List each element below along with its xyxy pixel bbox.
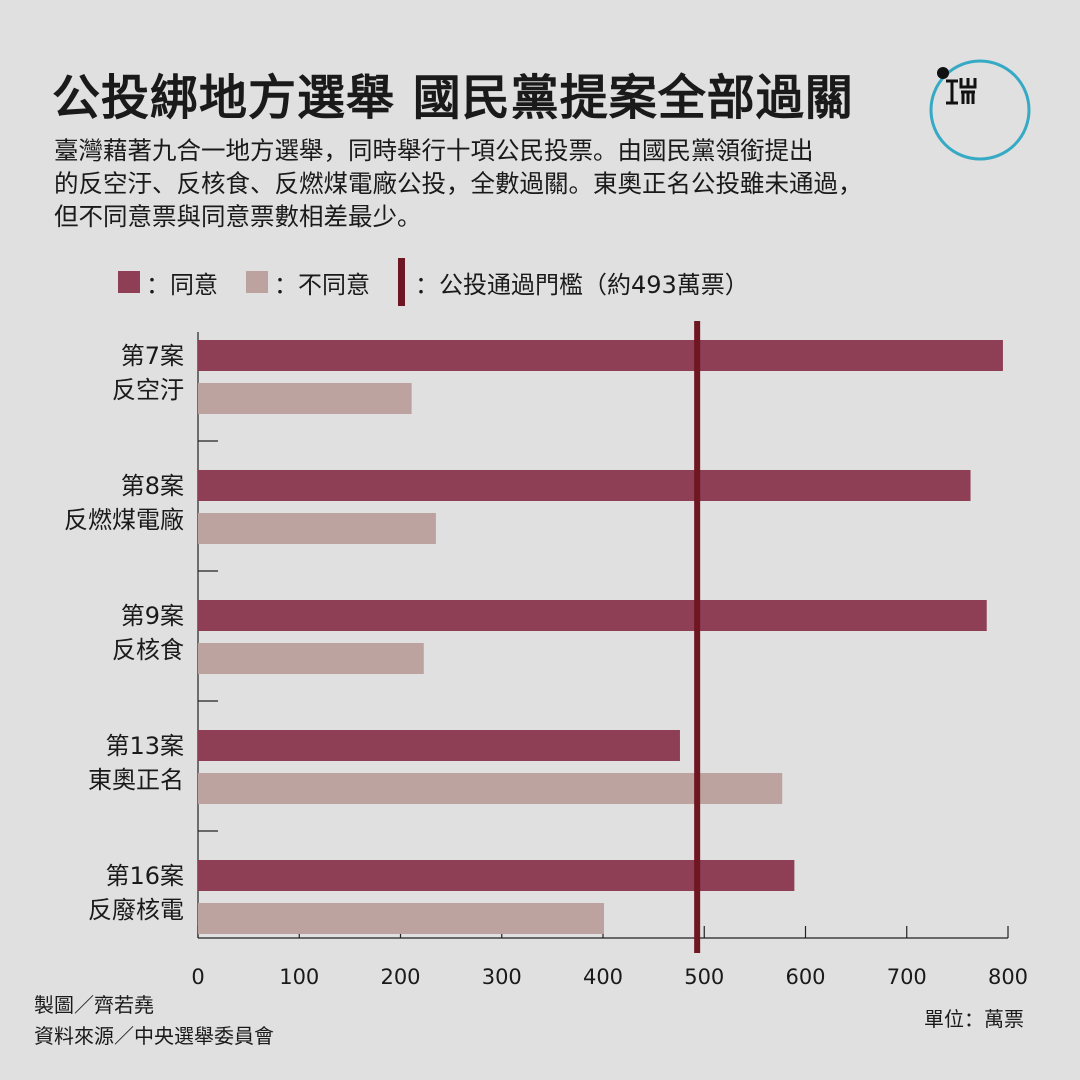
category-label-number: 第9案 [121,602,184,630]
category-label-name: 反空汙 [112,376,184,404]
bar-agree [198,470,971,501]
bar-disagree [198,903,605,934]
unit-label: 單位：萬票 [924,1007,1024,1031]
intro-text: 臺灣藉著九合一地方選舉，同時舉行十項公民投票。由國民黨領銜提出 的反空汙、反核食… [54,134,924,233]
ii-logo-icon [929,59,1031,161]
bar-disagree [198,383,412,414]
legend-threshold-swatch [398,258,405,306]
legend-disagree-swatch [246,271,268,293]
x-tick-label: 700 [887,965,927,989]
chart-title: 公投綁地方選舉 國民黨提案全部過關 [52,70,854,126]
bar-agree [198,600,987,631]
category-label-number: 第8案 [121,472,184,500]
intro-line-2: 的反空汙、反核食、反燃煤電廠公投，全數過關。東奧正名公投雖未通過， [54,169,863,198]
legend-agree-swatch [118,271,140,293]
bar-disagree [198,513,436,544]
bar-agree [198,860,795,891]
x-tick-label: 300 [482,965,522,989]
intro-line-3: 但不同意票與同意票數相差最少。 [54,202,422,231]
bar-agree [198,340,1003,371]
credit-designer: 製圖／齊若堯 [34,993,154,1017]
credits: 製圖／齊若堯 資料來源／中央選舉委員會 [34,990,274,1052]
category-label-number: 第16案 [105,862,184,890]
x-tick-label: 0 [191,965,204,989]
legend: ：同意 ：不同意 ：公投通過門檻（約493萬票） [118,258,777,306]
legend-agree-label: ：同意 [146,270,218,299]
x-tick-label: 200 [380,965,420,989]
x-tick-label: 800 [988,965,1028,989]
credit-source: 資料來源／中央選舉委員會 [34,1024,274,1048]
bar-disagree [198,773,783,804]
category-label-name: 反核食 [112,636,184,664]
legend-threshold-label: ：公投通過門檻（約493萬票） [415,270,749,299]
legend-agree: ：同意 [118,265,218,300]
x-tick-label: 400 [583,965,623,989]
x-tick-label: 600 [785,965,825,989]
x-tick-label: 100 [279,965,319,989]
bar-disagree [198,643,424,674]
legend-disagree-label: ：不同意 [274,270,370,299]
legend-threshold: ：公投通過門檻（約493萬票） [398,258,749,306]
category-label-number: 第7案 [121,342,184,370]
category-label-name: 反廢核電 [88,896,184,924]
intro-line-1: 臺灣藉著九合一地方選舉，同時舉行十項公民投票。由國民黨領銜提出 [54,136,814,165]
bar-agree [198,730,680,761]
category-label-number: 第13案 [105,732,184,760]
x-tick-label: 500 [684,965,724,989]
category-label-name: 東奧正名 [88,766,184,794]
category-label-name: 反燃煤電廠 [64,506,184,534]
threshold-line [694,321,701,953]
legend-disagree: ：不同意 [246,265,370,300]
